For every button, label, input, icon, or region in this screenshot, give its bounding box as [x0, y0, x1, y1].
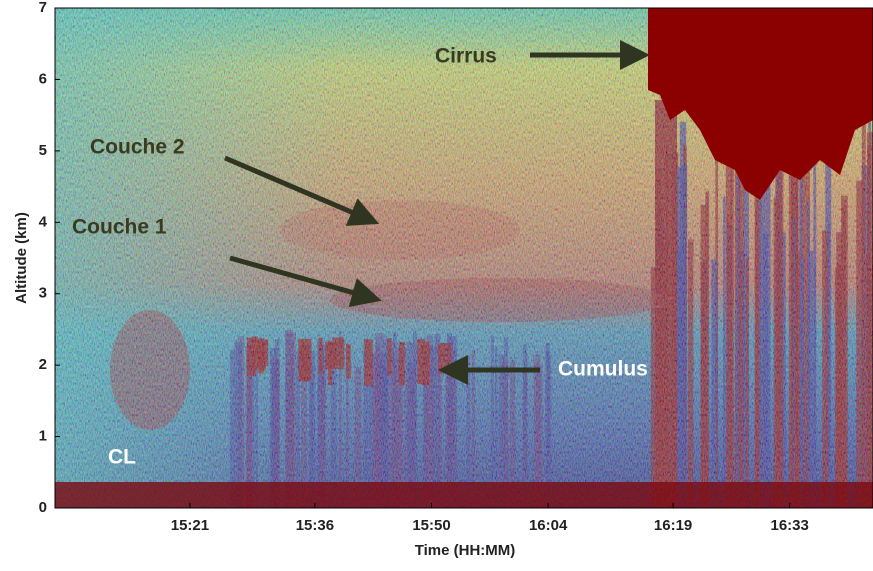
- annotation: Couche 1: [72, 216, 167, 239]
- x-axis-label: Time (HH:MM): [415, 542, 516, 559]
- x-tick-label: 15:21: [171, 517, 209, 534]
- arrow: [229, 255, 382, 308]
- annotation: Cumulus: [558, 358, 648, 381]
- lidar-image: [55, 8, 873, 508]
- x-tick-label: 16:33: [771, 517, 809, 534]
- annotation: Cirrus: [435, 45, 497, 68]
- y-tick-label: 4: [39, 213, 48, 230]
- x-tick-label: 16:04: [529, 517, 568, 534]
- arrow: [224, 155, 380, 226]
- y-tick-label: 0: [39, 499, 47, 516]
- x-tick-label: 16:19: [654, 517, 692, 534]
- annotation: Couche 2: [90, 136, 185, 159]
- y-tick-label: 7: [39, 0, 47, 16]
- y-tick-label: 5: [39, 142, 47, 159]
- annotation: CL: [108, 446, 136, 469]
- y-tick-label: 6: [39, 70, 47, 87]
- x-tick-label: 15:36: [296, 517, 334, 534]
- y-tick-label: 3: [39, 285, 47, 302]
- y-tick-label: 1: [39, 428, 47, 445]
- x-tick-label: 15:50: [412, 517, 450, 534]
- plot-frame: [54, 7, 873, 509]
- y-tick-label: 2: [39, 356, 47, 373]
- annotations: [224, 40, 650, 385]
- y-axis-label: Altitude (km): [13, 212, 30, 304]
